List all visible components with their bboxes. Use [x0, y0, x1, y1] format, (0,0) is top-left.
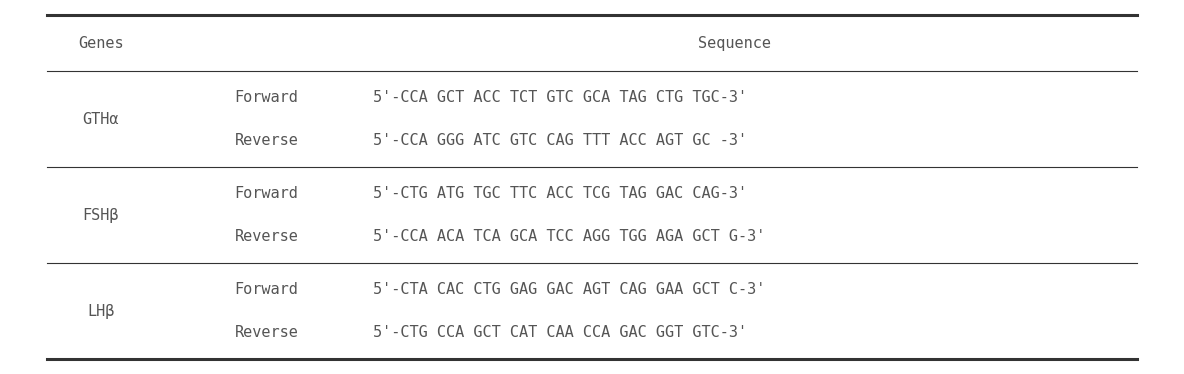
Text: Forward: Forward	[234, 186, 298, 201]
Text: 5'-CCA ACA TCA GCA TCC AGG TGG AGA GCT G-3': 5'-CCA ACA TCA GCA TCC AGG TGG AGA GCT G…	[373, 229, 765, 244]
Text: 5'-CCA GCT ACC TCT GTC GCA TAG CTG TGC-3': 5'-CCA GCT ACC TCT GTC GCA TAG CTG TGC-3…	[373, 90, 747, 105]
Text: Genes: Genes	[78, 36, 123, 50]
Text: Sequence: Sequence	[697, 36, 771, 50]
Text: Reverse: Reverse	[234, 325, 298, 340]
Text: 5'-CCA GGG ATC GTC CAG TTT ACC AGT GC -3': 5'-CCA GGG ATC GTC CAG TTT ACC AGT GC -3…	[373, 133, 747, 148]
Text: 5'-CTG ATG TGC TTC ACC TCG TAG GAC CAG-3': 5'-CTG ATG TGC TTC ACC TCG TAG GAC CAG-3…	[373, 186, 747, 201]
Text: Forward: Forward	[234, 90, 298, 105]
Text: 5'-CTA CAC CTG GAG GAC AGT CAG GAA GCT C-3': 5'-CTA CAC CTG GAG GAC AGT CAG GAA GCT C…	[373, 282, 765, 297]
Text: FSHβ: FSHβ	[83, 208, 118, 223]
Text: Reverse: Reverse	[234, 229, 298, 244]
Text: Reverse: Reverse	[234, 133, 298, 148]
Text: 5'-CTG CCA GCT CAT CAA CCA GAC GGT GTC-3': 5'-CTG CCA GCT CAT CAA CCA GAC GGT GTC-3…	[373, 325, 747, 340]
Text: GTHα: GTHα	[83, 111, 118, 126]
Text: Forward: Forward	[234, 282, 298, 297]
Text: LHβ: LHβ	[86, 304, 115, 319]
